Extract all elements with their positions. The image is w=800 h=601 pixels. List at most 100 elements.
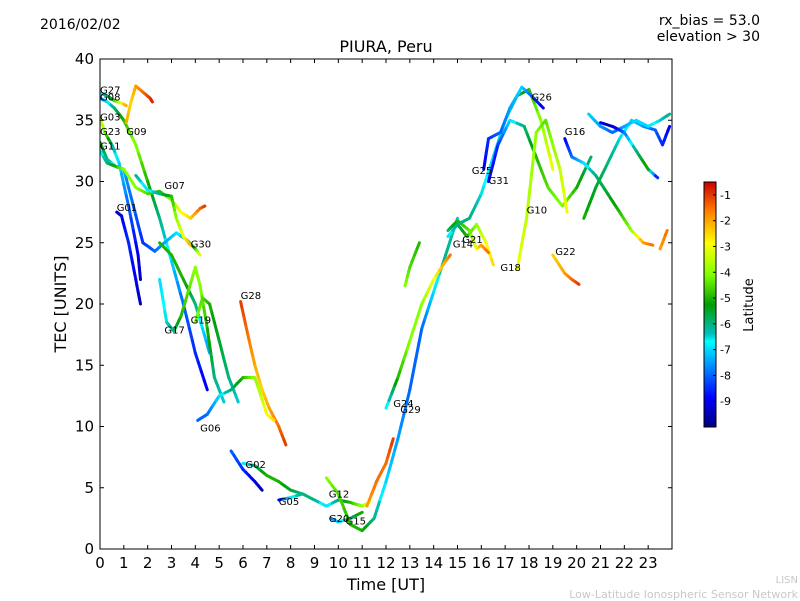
series-segment <box>163 310 169 324</box>
satellite-label: G22 <box>555 247 575 258</box>
series-segment <box>209 351 215 367</box>
satellite-label: G18 <box>500 263 520 274</box>
series-segment <box>253 376 260 389</box>
satellite-label: G08 <box>100 93 120 104</box>
x-tick-label: 17 <box>496 554 515 572</box>
series-segment <box>653 174 660 180</box>
satellite-label: G20 <box>329 514 349 525</box>
colorbar <box>703 181 717 428</box>
chart-title: PIURA, Peru <box>339 37 433 56</box>
series-segment <box>387 458 394 473</box>
colorbar-tick-label: -3 <box>720 240 731 253</box>
series-segment <box>204 316 209 330</box>
series-segment <box>259 394 266 407</box>
series-segment <box>518 242 524 259</box>
x-tick-label: 12 <box>376 554 395 572</box>
satellite-label: G28 <box>241 291 261 302</box>
series-segment <box>270 417 276 422</box>
series-segment <box>136 222 142 236</box>
colorbar-tick-label: -5 <box>720 292 731 305</box>
series-segment <box>127 204 133 220</box>
series-segment <box>199 369 206 383</box>
y-axis-label: TEC [UNITS] <box>51 256 70 354</box>
x-tick-label: 21 <box>591 554 610 572</box>
series-segment <box>212 320 219 334</box>
series-segment <box>190 339 197 355</box>
series-segment <box>220 348 226 361</box>
y-tick-label: 40 <box>75 50 94 68</box>
series-segment <box>527 173 533 199</box>
series-segment <box>381 480 388 493</box>
series-segment <box>202 305 207 320</box>
series-segment <box>224 366 231 379</box>
series-segment <box>384 469 391 484</box>
rx-bias-label: rx_bias = 53.0 <box>658 13 760 29</box>
satellite-label: G14 <box>453 240 473 251</box>
satellite-label: G23 <box>100 127 120 138</box>
series-segment <box>666 124 672 133</box>
series-segment <box>196 360 203 373</box>
satellite-label: G30 <box>191 240 211 251</box>
series-segment <box>134 143 141 156</box>
series-segment <box>482 173 489 187</box>
satellite-label: G25 <box>472 166 492 177</box>
series-layer <box>100 84 672 533</box>
series-segment <box>137 296 142 306</box>
satellite-label: G05 <box>279 497 299 508</box>
x-tick-label: 20 <box>567 554 586 572</box>
series-segment <box>487 170 493 183</box>
series-segment <box>131 229 138 245</box>
x-tick-label: 14 <box>424 554 443 572</box>
series-segment <box>161 227 167 242</box>
series-segment <box>197 252 202 257</box>
series-segment <box>129 195 135 208</box>
series-segment <box>146 180 153 193</box>
series-segment <box>222 357 228 370</box>
series-segment <box>423 308 430 321</box>
series-segment <box>393 437 400 451</box>
series-segment <box>402 348 409 361</box>
satellite-label: G19 <box>191 316 211 327</box>
satellite-label: G11 <box>100 142 120 153</box>
series-segment <box>405 339 412 352</box>
series-segment <box>485 249 490 255</box>
series-segment <box>417 327 424 346</box>
series-segment <box>494 143 500 156</box>
series-segment <box>479 183 486 196</box>
series-segment <box>127 241 132 254</box>
series-segment <box>130 259 136 272</box>
series-segment <box>129 216 135 232</box>
x-tick-label: 23 <box>639 554 658 572</box>
colorbar-tick-label: -8 <box>720 369 731 382</box>
series-g04 <box>599 121 660 180</box>
series-segment <box>490 257 495 267</box>
footer-brand: LISN <box>775 575 798 586</box>
series-segment <box>120 172 126 187</box>
satellite-label: G07 <box>164 181 184 192</box>
series-segment <box>417 302 424 315</box>
series-segment <box>525 195 531 220</box>
series-segment <box>150 99 154 104</box>
colorbar-tick-label: -1 <box>720 189 731 202</box>
x-tick-label: 9 <box>310 554 320 572</box>
series-segment <box>520 229 526 246</box>
x-tick-label: 11 <box>353 554 372 572</box>
series-g33 <box>658 229 669 251</box>
colorbar-tick-label: -6 <box>720 318 731 331</box>
series-segment <box>158 278 163 292</box>
series-segment <box>515 255 521 272</box>
satellite-label: G02 <box>245 460 265 471</box>
series-segment <box>176 281 182 295</box>
series-segment <box>378 489 385 502</box>
series-segment <box>420 317 427 330</box>
series-segment <box>415 241 421 251</box>
series-segment <box>205 327 211 343</box>
series-segment <box>211 363 216 379</box>
series-segment <box>134 241 140 257</box>
series-segment <box>159 288 165 303</box>
series-segment <box>408 330 415 343</box>
footer-subtitle: Low-Latitude Ionospheric Sensor Network <box>569 588 798 601</box>
x-tick-label: 2 <box>143 554 153 572</box>
series-segment <box>538 103 545 110</box>
